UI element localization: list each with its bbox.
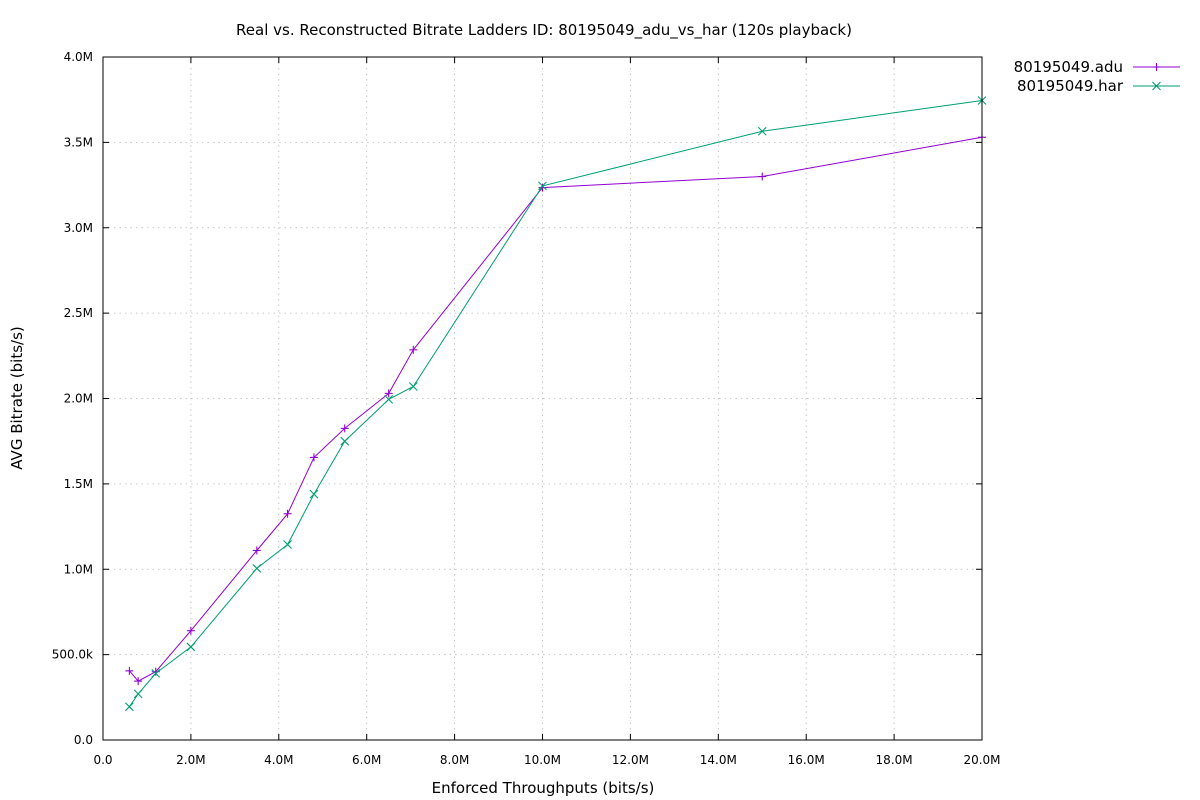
data-point [384, 389, 393, 398]
data-point [133, 689, 143, 699]
series-80195049-har [124, 96, 987, 712]
legend-label: 80195049.adu [1014, 58, 1123, 76]
y-tick-label: 3.0M [64, 221, 93, 235]
y-tick-label: 3.5M [64, 135, 93, 149]
chart-title: Real vs. Reconstructed Bitrate Ladders I… [236, 21, 852, 40]
x-tick-label: 6.0M [352, 753, 381, 767]
y-tick-label: 4.0M [64, 50, 93, 64]
x-tick-label: 2.0M [176, 753, 205, 767]
data-point [384, 394, 394, 404]
y-tick-label: 1.5M [64, 477, 93, 491]
data-point [408, 382, 418, 391]
legend-item-80195049-har: 80195049.har [1017, 77, 1180, 95]
y-tick-label: 2.5M [64, 306, 93, 320]
legend-item-80195049-adu: 80195049.adu [1014, 58, 1180, 76]
legend-marker [1152, 63, 1161, 71]
legend-label: 80195049.har [1017, 77, 1124, 95]
x-tick-label: 10.0M [524, 753, 561, 767]
data-point [151, 669, 161, 678]
data-point [283, 540, 292, 549]
data-point [186, 642, 196, 652]
data-point [252, 564, 262, 573]
x-tick-label: 18.0M [876, 753, 913, 767]
data-point [125, 666, 134, 675]
y-axis-title: AVG Bitrate (bits/s) [8, 326, 26, 470]
axis-ticks: 0.0 2.0M 4.0M 6.0M 8.0M 10.0M 12.0M 14.0M 16.0M 1… [52, 50, 1001, 767]
data-point [409, 345, 418, 354]
series-line-80195049-adu [129, 136, 983, 682]
data-point [340, 424, 349, 433]
y-tick-label: 0.0 [74, 733, 93, 747]
legend-marker [1152, 81, 1161, 91]
series-80195049-adu [125, 133, 986, 686]
x-tick-label: 4.0M [264, 753, 293, 767]
data-point [283, 509, 292, 518]
y-tick-label: 2.0M [64, 392, 93, 406]
data-point [538, 181, 547, 191]
data-point [252, 546, 261, 555]
series-layer [124, 96, 987, 712]
y-tick-label: 500.0k [52, 648, 93, 662]
x-tick-label: 12.0M [612, 753, 649, 767]
data-point [309, 489, 319, 499]
data-point [340, 436, 350, 446]
x-tick-label: 16.0M [788, 753, 825, 767]
data-point [538, 183, 547, 192]
data-point [309, 453, 318, 462]
data-point [186, 626, 195, 635]
x-tick-label: 20.0M [963, 753, 1000, 767]
data-point [124, 702, 134, 712]
data-point [758, 172, 767, 181]
x-axis-title: Enforced Throughputs (bits/s) [432, 779, 655, 797]
x-tick-label: 8.0M [440, 753, 469, 767]
series-line-80195049-har [128, 100, 983, 707]
x-tick-label: 0.0 [93, 753, 112, 767]
grid [103, 57, 982, 740]
y-tick-label: 1.0M [64, 562, 93, 576]
data-point [757, 126, 767, 136]
data-point [134, 677, 143, 686]
x-tick-label: 14.0M [700, 753, 737, 767]
